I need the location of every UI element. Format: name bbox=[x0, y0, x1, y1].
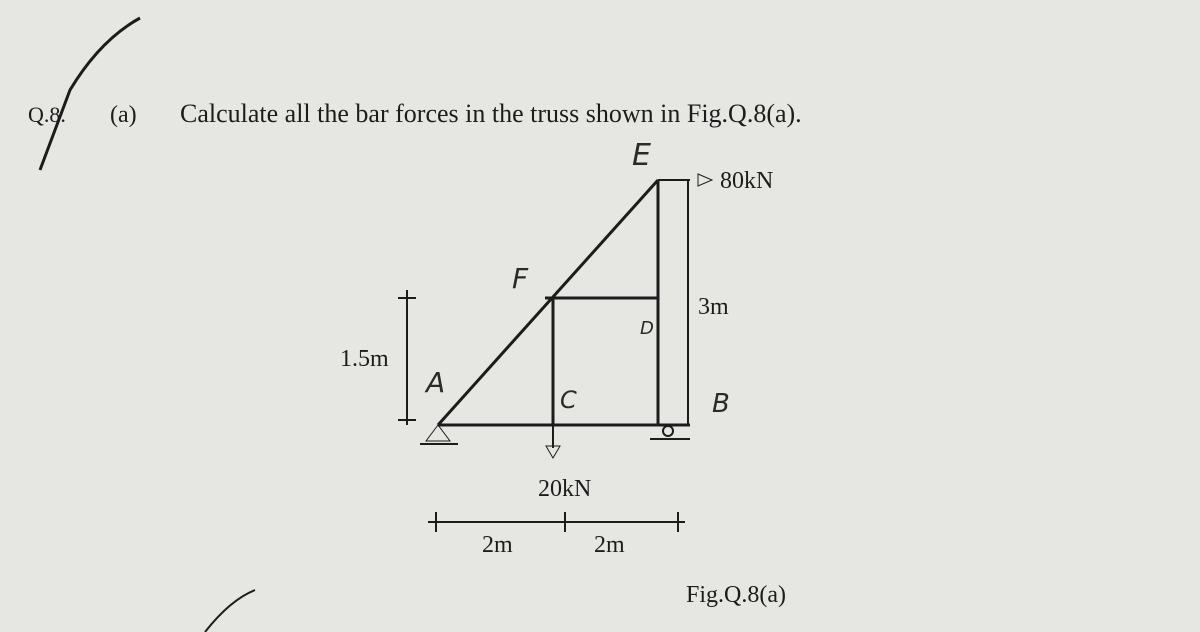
check-mark bbox=[38, 16, 141, 171]
pin-support bbox=[425, 424, 451, 442]
load-label: 20kN bbox=[538, 476, 591, 502]
node-label: F bbox=[512, 262, 529, 295]
dimension-label: 2m bbox=[482, 532, 513, 558]
question-part: (a) bbox=[110, 102, 137, 128]
figure-caption: Fig.Q.8(a) bbox=[686, 582, 786, 608]
member-ae bbox=[436, 178, 660, 427]
dimension-label: 2m bbox=[594, 532, 625, 558]
roller-support bbox=[662, 425, 674, 437]
load-label: 80kN bbox=[720, 168, 773, 194]
question-text: Calculate all the bar forces in the trus… bbox=[180, 99, 802, 128]
node-label: E bbox=[632, 138, 651, 173]
pen-stroke bbox=[204, 589, 256, 632]
dimension-label: 3m bbox=[698, 294, 729, 320]
node-label: C bbox=[560, 386, 577, 414]
node-label: D bbox=[640, 318, 654, 339]
question-number: Q.8. bbox=[28, 102, 66, 127]
arrow-head bbox=[545, 445, 561, 459]
node-label: B bbox=[712, 389, 730, 419]
dimension-label: 1.5m bbox=[340, 346, 389, 372]
truss bbox=[398, 173, 714, 532]
node-label: A bbox=[424, 366, 445, 399]
arrow-head bbox=[697, 173, 714, 187]
